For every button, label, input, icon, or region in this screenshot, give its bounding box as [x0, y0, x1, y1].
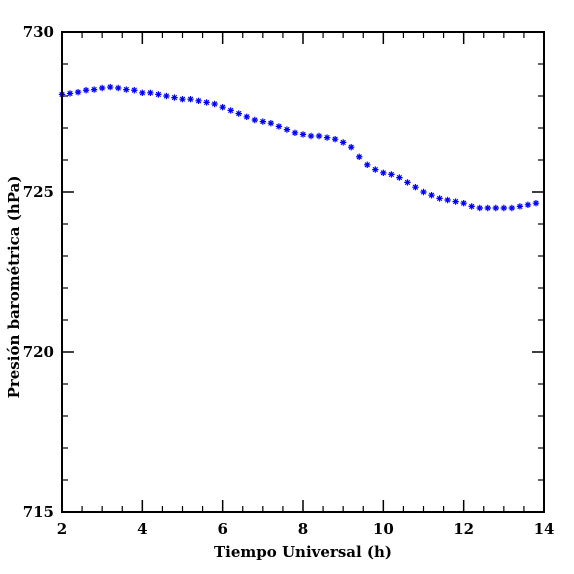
data-point — [147, 89, 154, 96]
x-tick-label: 4 — [137, 520, 147, 538]
data-point — [115, 84, 122, 92]
data-point — [468, 203, 475, 210]
data-point — [339, 139, 347, 146]
x-axis-label: Tiempo Universal (h) — [214, 543, 392, 561]
data-point — [203, 99, 210, 106]
data-point — [444, 196, 451, 204]
data-point — [283, 126, 291, 133]
data-point — [74, 88, 82, 96]
data-point — [307, 132, 315, 140]
data-point — [348, 144, 355, 151]
data-point — [412, 184, 419, 191]
data-point — [227, 107, 234, 114]
plot-frame — [61, 31, 545, 513]
x-tick-labels: 2 4 6 8 10 12 14 — [57, 520, 555, 538]
data-point — [179, 96, 186, 103]
data-point — [508, 204, 516, 212]
data-point — [98, 84, 106, 92]
data-point — [331, 136, 339, 143]
data-point — [323, 134, 331, 141]
data-point — [436, 195, 443, 202]
data-point — [275, 123, 283, 130]
data-point — [131, 87, 138, 94]
data-point — [299, 131, 307, 138]
data-point — [82, 87, 90, 94]
data-point — [219, 104, 226, 111]
data-point — [163, 92, 170, 100]
data-point — [107, 83, 114, 91]
data-point — [251, 116, 258, 124]
data-point — [484, 204, 491, 212]
data-point — [211, 100, 218, 108]
data-point — [532, 200, 540, 207]
data-point — [235, 110, 242, 117]
data-point — [372, 166, 379, 173]
data-point — [187, 96, 194, 103]
data-point — [66, 90, 74, 97]
y-tick-label: 720 — [23, 343, 54, 361]
data-point — [380, 169, 387, 176]
data-point — [90, 86, 98, 93]
data-point — [492, 204, 499, 212]
data-point — [460, 200, 467, 207]
data-points — [58, 83, 540, 212]
y-axis-label: Presión barométrica (hPa) — [5, 176, 23, 399]
data-point — [404, 179, 411, 186]
x-tick-label: 14 — [534, 520, 555, 538]
minor-ticks — [62, 32, 544, 512]
data-point — [428, 192, 435, 199]
data-point — [452, 198, 459, 205]
data-point — [155, 91, 162, 98]
data-point — [420, 188, 427, 196]
data-point — [243, 113, 250, 120]
data-point — [195, 97, 202, 104]
data-point — [139, 89, 146, 96]
data-point — [388, 171, 395, 178]
data-point — [123, 86, 130, 93]
y-tick-labels: 715 720 725 730 — [23, 23, 54, 521]
data-point — [267, 120, 275, 127]
major-ticks — [61, 31, 545, 513]
data-point — [524, 201, 532, 208]
data-point — [516, 203, 524, 210]
x-tick-label: 6 — [217, 520, 227, 538]
y-tick-label: 715 — [23, 503, 54, 521]
data-point — [259, 118, 267, 125]
data-point — [291, 129, 299, 136]
x-tick-label: 8 — [298, 520, 308, 538]
y-tick-label: 725 — [23, 183, 54, 201]
data-point — [356, 153, 363, 160]
x-tick-label: 10 — [373, 520, 394, 538]
x-tick-label: 12 — [453, 520, 474, 538]
data-point — [171, 94, 178, 101]
data-point — [315, 132, 323, 140]
x-tick-label: 2 — [57, 520, 67, 538]
data-point — [396, 174, 403, 181]
data-point — [500, 204, 508, 212]
y-tick-label: 730 — [23, 23, 54, 41]
data-point — [364, 161, 371, 168]
data-point — [476, 204, 483, 212]
